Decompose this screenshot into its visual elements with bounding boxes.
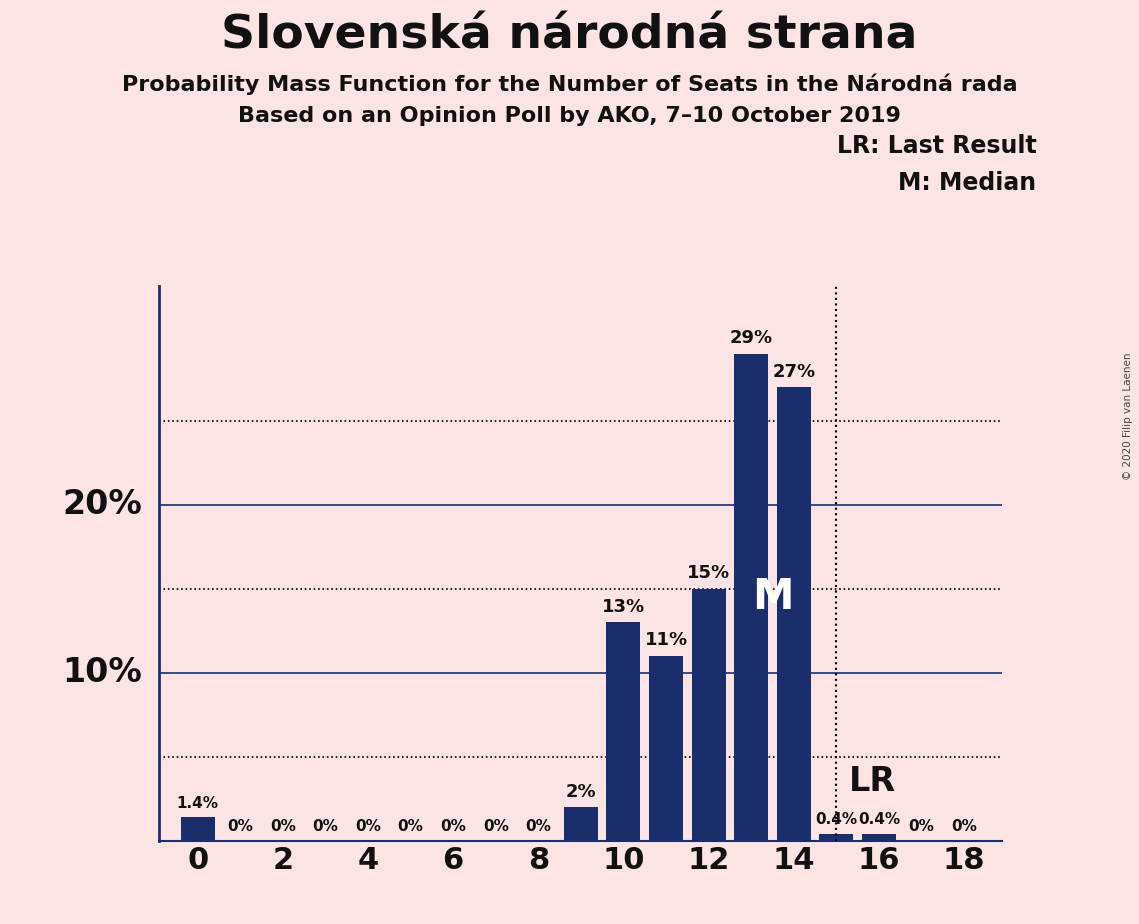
Text: 0%: 0% <box>398 819 424 834</box>
Text: 0.4%: 0.4% <box>816 812 858 827</box>
Text: LR: LR <box>849 765 896 798</box>
Text: 29%: 29% <box>730 329 772 346</box>
Text: LR: Last Result: LR: Last Result <box>837 134 1036 158</box>
Bar <box>564 808 598 841</box>
Text: 13%: 13% <box>601 598 645 615</box>
Text: 11%: 11% <box>645 631 688 650</box>
Text: M: Median: M: Median <box>899 171 1036 195</box>
Text: © 2020 Filip van Laenen: © 2020 Filip van Laenen <box>1123 352 1133 480</box>
Bar <box>649 656 683 841</box>
Text: Based on an Opinion Poll by AKO, 7–10 October 2019: Based on an Opinion Poll by AKO, 7–10 Oc… <box>238 106 901 127</box>
Text: 0%: 0% <box>228 819 253 834</box>
Text: M: M <box>752 577 793 618</box>
Text: 0.4%: 0.4% <box>858 812 900 827</box>
Text: 0%: 0% <box>483 819 509 834</box>
Text: Probability Mass Function for the Number of Seats in the Národná rada: Probability Mass Function for the Number… <box>122 74 1017 95</box>
Text: 2%: 2% <box>566 783 596 800</box>
Text: 0%: 0% <box>951 819 977 834</box>
Bar <box>691 589 726 841</box>
Bar <box>819 834 853 841</box>
Bar <box>777 387 811 841</box>
Text: 0%: 0% <box>270 819 296 834</box>
Text: Slovenská národná strana: Slovenská národná strana <box>221 14 918 59</box>
Text: 0%: 0% <box>525 819 551 834</box>
Text: 0%: 0% <box>355 819 380 834</box>
Text: 27%: 27% <box>772 362 816 381</box>
Bar <box>735 354 768 841</box>
Text: 0%: 0% <box>312 819 338 834</box>
Text: 10%: 10% <box>63 656 142 689</box>
Bar <box>606 623 640 841</box>
Text: 0%: 0% <box>909 819 934 834</box>
Text: 0%: 0% <box>441 819 466 834</box>
Bar <box>181 818 215 841</box>
Text: 15%: 15% <box>687 565 730 582</box>
Bar <box>862 834 896 841</box>
Text: 20%: 20% <box>63 489 142 521</box>
Text: 1.4%: 1.4% <box>177 796 219 810</box>
